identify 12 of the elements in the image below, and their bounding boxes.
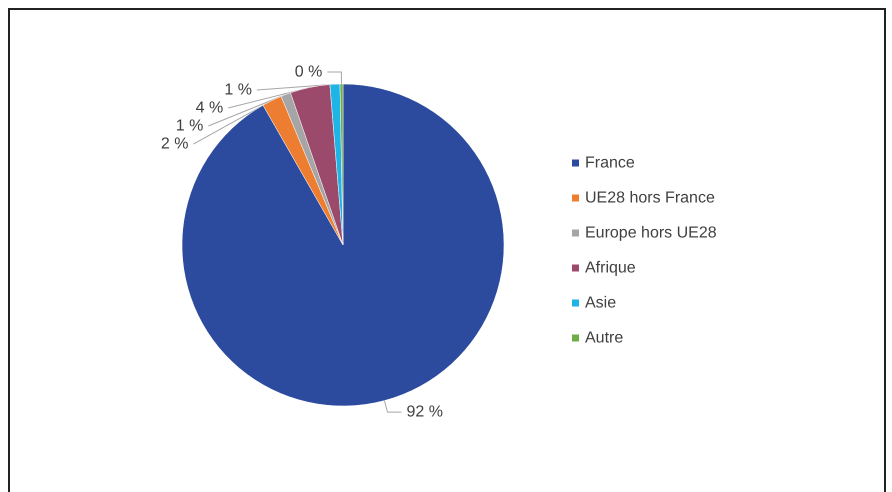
data-label: 1 %: [224, 82, 252, 99]
data-label: 4 %: [196, 100, 224, 117]
legend-label: UE28 hors France: [585, 190, 715, 206]
legend-label: Autre: [585, 330, 624, 346]
legend-label: Asie: [585, 294, 616, 312]
data-label: 1 %: [176, 118, 204, 135]
legend-label: Europe hors UE28: [585, 224, 717, 242]
data-label: 2 %: [160, 136, 188, 153]
legend-label: France: [585, 154, 635, 172]
data-label: 92 %: [406, 404, 443, 421]
data-label: 0 %: [294, 64, 322, 81]
legend-label: Afrique: [585, 260, 636, 276]
